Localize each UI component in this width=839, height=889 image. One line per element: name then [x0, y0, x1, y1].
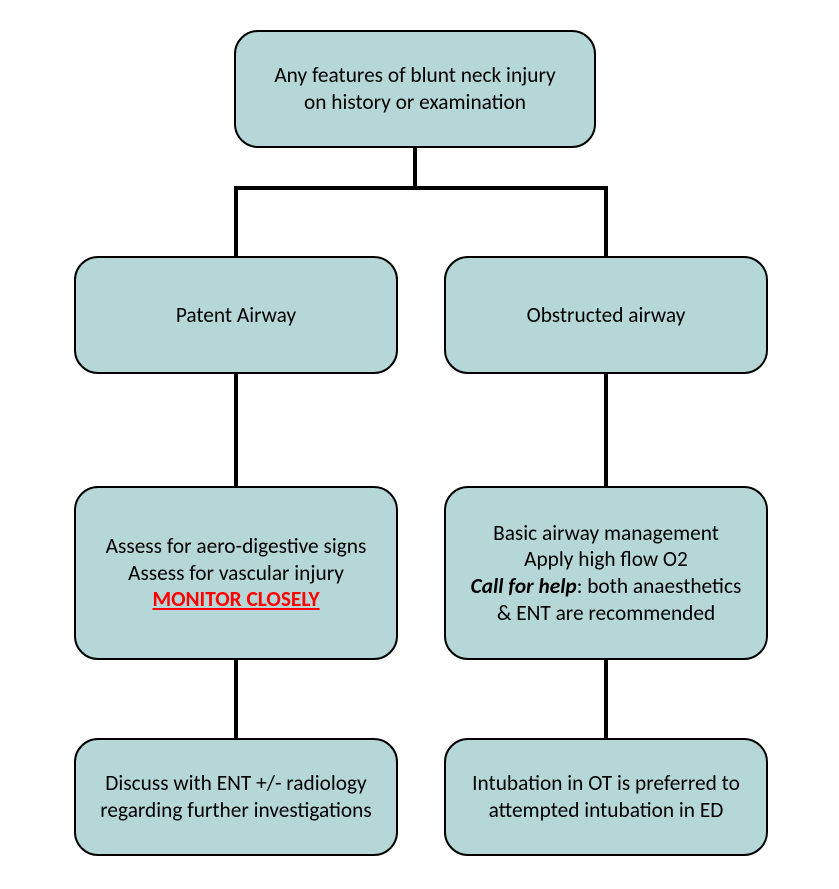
- flowchart-node-root: Any features of blunt neck injuryon hist…: [234, 30, 596, 148]
- flowchart-edge: [604, 660, 608, 738]
- node-text: on history or examination: [304, 89, 526, 116]
- node-text-span: : both anaesthetics: [577, 573, 742, 599]
- flowchart-node-obstructed: Obstructed airway: [444, 256, 768, 374]
- node-text: Call for help: both anaesthetics: [471, 573, 742, 600]
- flowchart-node-discuss: Discuss with ENT +/- radiologyregarding …: [74, 738, 398, 856]
- node-text: attempted intubation in ED: [489, 797, 724, 824]
- flowchart-edge: [234, 374, 238, 486]
- node-text: Assess for aero-digestive signs: [106, 533, 367, 560]
- flowchart-edge: [604, 186, 608, 256]
- node-text: Assess for vascular injury: [128, 560, 344, 587]
- flowchart-node-intubation: Intubation in OT is preferred toattempte…: [444, 738, 768, 856]
- node-text: Patent Airway: [176, 302, 296, 329]
- node-text: Basic airway management: [493, 520, 719, 547]
- flowchart-edge: [234, 186, 608, 190]
- node-text-span: Call for help: [471, 573, 577, 599]
- node-text: Obstructed airway: [527, 302, 686, 329]
- flowchart-node-basic: Basic airway managementApply high flow O…: [444, 486, 768, 660]
- node-text: Intubation in OT is preferred to: [472, 770, 740, 797]
- node-text: Discuss with ENT +/- radiology: [105, 770, 366, 797]
- node-text: MONITOR CLOSELY: [152, 586, 319, 613]
- flowchart-canvas: Any features of blunt neck injuryon hist…: [0, 0, 839, 889]
- flowchart-edge: [413, 148, 417, 190]
- flowchart-edge: [234, 660, 238, 738]
- node-text: Apply high flow O2: [524, 546, 688, 573]
- flowchart-edge: [234, 186, 238, 256]
- node-text: regarding further investigations: [100, 797, 371, 824]
- flowchart-edge: [604, 374, 608, 486]
- node-text: & ENT are recommended: [497, 600, 715, 627]
- node-text: Any features of blunt neck injury: [274, 62, 555, 89]
- flowchart-node-patent: Patent Airway: [74, 256, 398, 374]
- flowchart-node-assess: Assess for aero-digestive signsAssess fo…: [74, 486, 398, 660]
